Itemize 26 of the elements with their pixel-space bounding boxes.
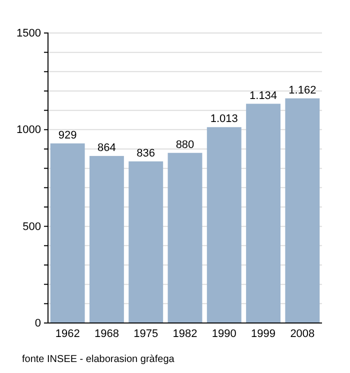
x-tick-label: 1962 [55,328,80,340]
data-label: 929 [58,129,77,142]
data-label: 1.162 [288,84,316,96]
bar [246,104,281,323]
bar [128,161,164,323]
x-tick-label: 1975 [134,328,158,340]
bar [50,143,85,323]
bar [206,127,242,323]
bar [168,152,202,323]
bar [89,156,124,323]
bar [285,98,320,323]
data-label: 864 [98,142,116,154]
data-label: 880 [176,138,194,151]
y-tick-label: 500 [22,220,41,233]
x-tick-label: 1982 [172,328,198,340]
y-tick-label: 1000 [16,124,41,136]
y-tick-label: 0 [34,318,41,330]
x-tick-label: 1968 [94,328,119,340]
x-tick-label: 1999 [251,328,276,340]
data-label: 1.013 [210,113,238,126]
data-label: 1.134 [250,90,278,102]
x-tick-label: 1990 [212,328,236,340]
y-tick-label: 1500 [16,28,41,40]
source-note: fonte INSEE - elaborasion gràfega [22,354,175,365]
data-label: 836 [136,147,156,160]
x-tick-label: 2008 [290,328,315,340]
